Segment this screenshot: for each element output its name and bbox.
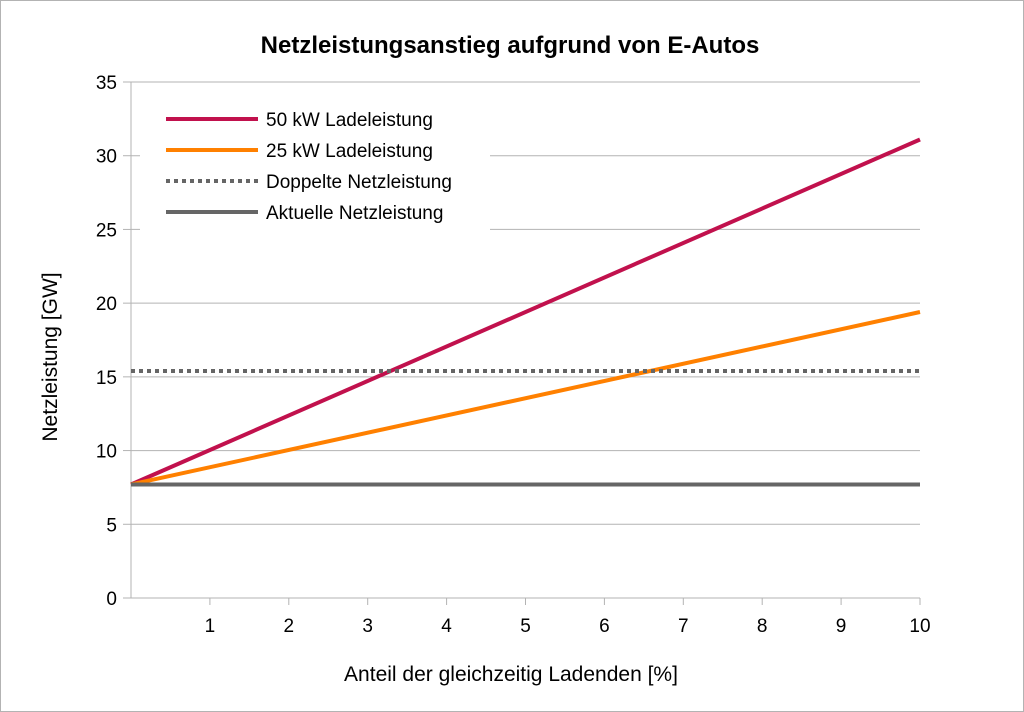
x-tick-label: 5 (520, 616, 531, 637)
legend-entry-label: 25 kW Ladeleistung (266, 141, 433, 162)
y-tick-label: 10 (96, 442, 117, 463)
y-axis-label: Netzleistung [GW] (39, 272, 62, 441)
y-tick-label: 35 (96, 73, 117, 94)
x-tick-label: 3 (362, 616, 373, 637)
series-line-2 (130, 310, 921, 487)
x-tick-labels: 1 2 3 4 5 6 7 8 9 10 (205, 616, 931, 637)
y-tick-label: 30 (96, 147, 117, 168)
legend: 50 kW Ladeleistung 25 kW Ladeleistung Dopp… (140, 95, 490, 235)
y-tick-label: 5 (106, 515, 117, 536)
x-tick-label: 2 (284, 616, 295, 637)
x-tick-label: 1 (205, 616, 216, 637)
x-axis-label: Anteil der gleichzeitig Ladenden [%] (344, 663, 678, 686)
x-tick-label: 4 (441, 616, 452, 637)
x-tick-label: 8 (757, 616, 768, 637)
legend-entry-label: 50 kW Ladeleistung (266, 110, 433, 131)
x-tick-label: 7 (678, 616, 689, 637)
y-tick-label: 20 (96, 294, 117, 315)
legend-entry-label: Doppelte Netzleistung (266, 172, 452, 193)
legend-entry-label: Aktuelle Netzleistung (266, 203, 443, 224)
series-line-1 (130, 137, 921, 487)
series-lines (130, 137, 921, 487)
y-tick-label: 0 (106, 589, 117, 610)
y-tick-labels: 0 5 10 15 20 25 30 35 (96, 73, 117, 610)
x-tick-label: 6 (599, 616, 610, 637)
chart-title: Netzleistungsanstieg aufgrund von E-Auto… (261, 32, 760, 59)
x-tick-label: 10 (909, 616, 930, 637)
x-tick-label: 9 (836, 616, 847, 637)
y-tick-label: 25 (96, 220, 117, 241)
axes (123, 81, 921, 605)
y-tick-label: 15 (96, 368, 117, 389)
